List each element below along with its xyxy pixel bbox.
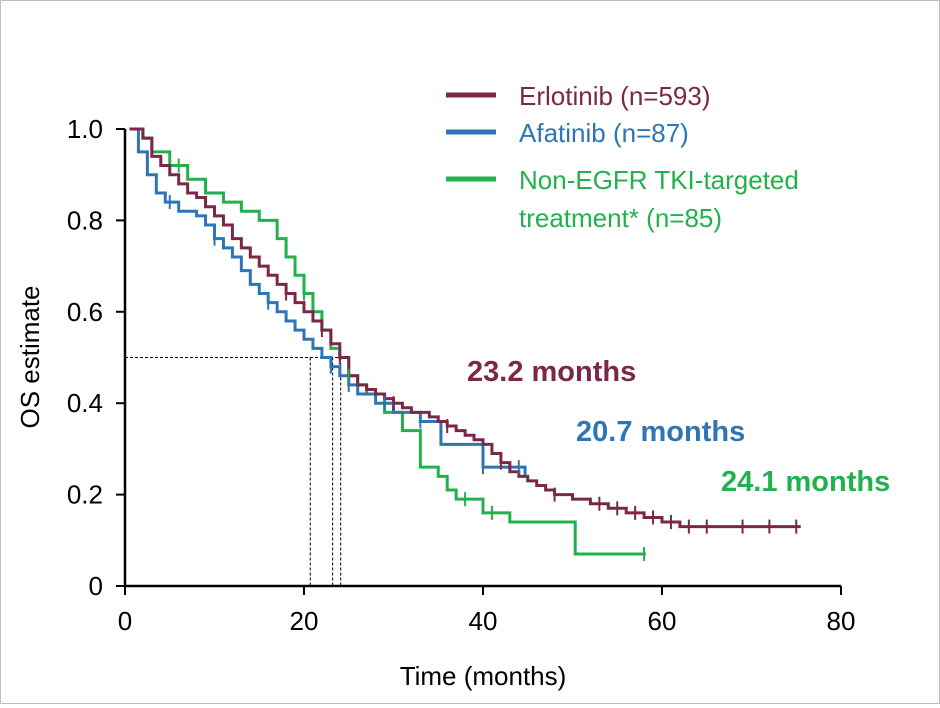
median-guide-lines — [125, 357, 342, 586]
legend-label-line: treatment* (n=85) — [519, 203, 722, 233]
y-tick-label: 0.6 — [67, 297, 103, 327]
survival-curve-1 — [129, 127, 527, 477]
x-tick-label: 20 — [290, 606, 319, 636]
y-tick-label: 1.0 — [67, 114, 103, 144]
censor-marks — [168, 158, 798, 562]
x-tick-label: 80 — [827, 606, 856, 636]
legend-label-line: Non-EGFR TKI-targeted — [519, 165, 799, 195]
y-tick-label: 0.4 — [67, 388, 103, 418]
y-tick-label: 0 — [89, 571, 103, 601]
legend: Erlotinib (n=593) Afatinib (n=87) Non-EG… — [446, 81, 799, 233]
y-axis-label: OS estimate — [15, 285, 45, 428]
survival-curves — [129, 127, 801, 556]
legend-label-afatinib: Afatinib (n=87) — [519, 118, 689, 148]
x-axis-label: Time (months) — [400, 661, 567, 691]
x-tick-label: 60 — [648, 606, 677, 636]
median-label-afatinib: 20.7 months — [576, 416, 745, 448]
y-tick-label: 0.8 — [67, 205, 103, 235]
y-tick-label: 0.2 — [67, 480, 103, 510]
median-label-non-egfr: 24.1 months — [721, 466, 890, 498]
axis-ticks: 0 20 40 60 80 0 0.2 0.4 0.6 0.8 1.0 — [67, 114, 856, 636]
legend-label-non-egfr: Non-EGFR TKI-targeted treatment* (n=85) — [519, 165, 799, 233]
x-tick-label: 0 — [118, 606, 132, 636]
legend-label-erlotinib: Erlotinib (n=593) — [519, 81, 711, 111]
survival-curve-0 — [129, 127, 801, 529]
median-label-erlotinib: 23.2 months — [467, 356, 636, 388]
x-tick-label: 40 — [469, 606, 498, 636]
